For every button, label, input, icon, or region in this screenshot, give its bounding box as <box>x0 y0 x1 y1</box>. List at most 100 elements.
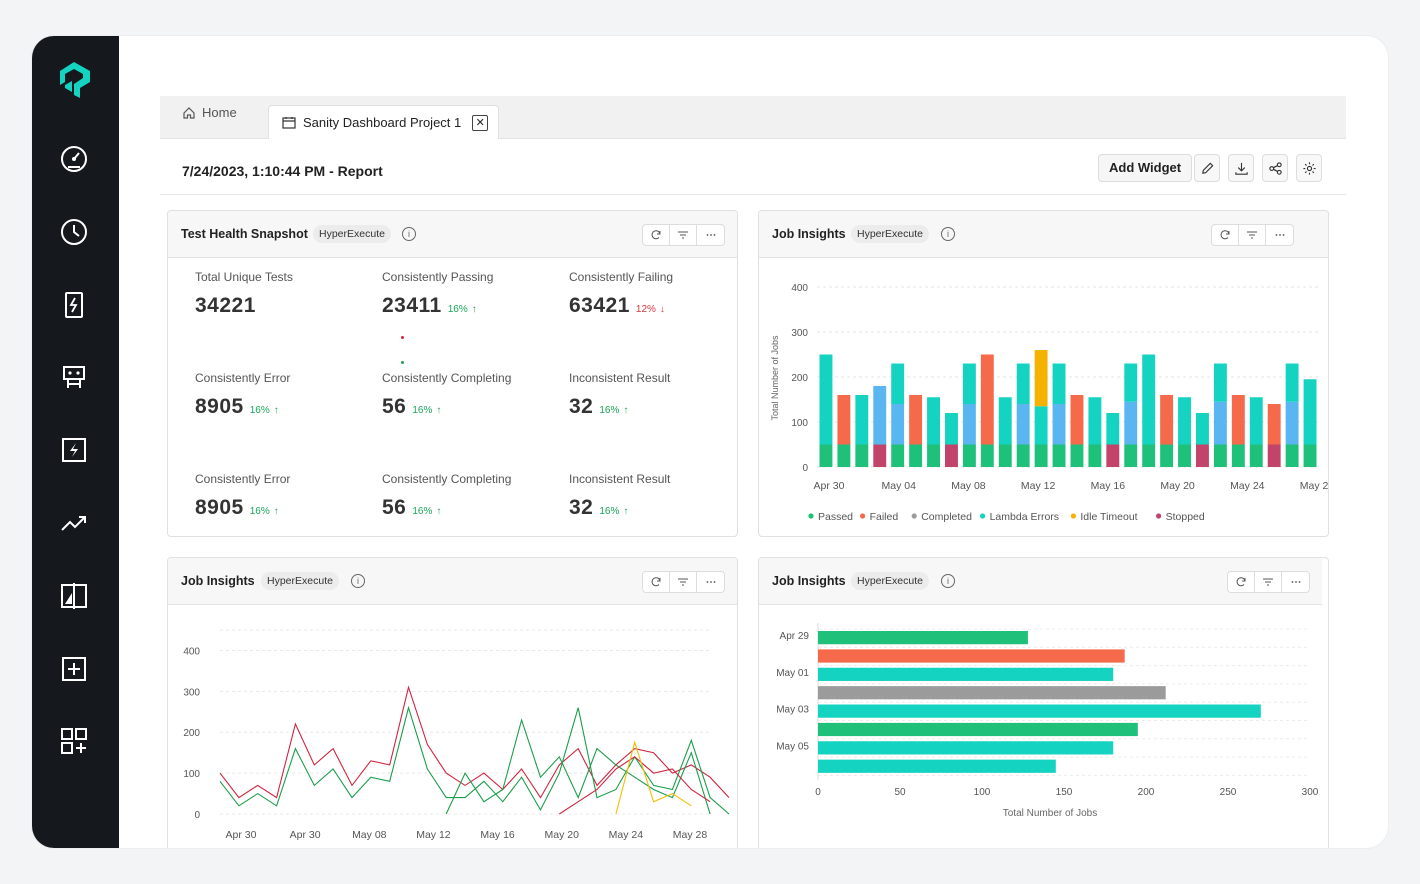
refresh-button[interactable] <box>1228 572 1255 592</box>
widget-test-health: Test Health Snapshot HyperExecute i Tota… <box>167 210 738 537</box>
refresh-icon <box>651 230 661 240</box>
stat-card: Inconsistent Result 32 16% ↑ <box>569 472 670 520</box>
tab-close-button[interactable]: ✕ <box>472 114 489 131</box>
stat-dot-red <box>401 336 404 339</box>
bar-segment <box>1070 395 1084 445</box>
bar-segment <box>1088 397 1102 445</box>
more-icon <box>706 581 715 583</box>
refresh-button[interactable] <box>643 572 670 592</box>
sidebar-item-visual[interactable] <box>54 576 94 616</box>
stat-value: 34221 <box>195 294 293 318</box>
refresh-icon <box>1220 230 1230 240</box>
x-tick-label: Apr 30 <box>290 829 321 841</box>
stacked-bar-chart: 0 100 200 300 400 Total Number of Jobs Apr 30 M… <box>770 283 1328 523</box>
info-icon[interactable]: i <box>351 574 365 588</box>
bar-segment <box>1016 363 1030 404</box>
y-tick-label: 0 <box>802 463 808 474</box>
sidebar <box>32 36 119 848</box>
series-line-yellow <box>615 740 692 815</box>
bar-segment <box>1160 395 1174 445</box>
bar-segment <box>1178 397 1191 445</box>
bar-segment <box>1196 444 1209 467</box>
settings-button[interactable] <box>1296 154 1322 182</box>
bar-segment <box>1196 413 1209 445</box>
arrow-up-icon: ↑ <box>436 405 442 416</box>
sidebar-item-hyperexecute[interactable] <box>54 357 94 397</box>
bar-segment <box>962 404 976 445</box>
more-button[interactable] <box>697 225 724 245</box>
stat-card: Consistently Failing 63421 12% ↓ <box>569 270 673 318</box>
widget-badge: HyperExecute <box>851 572 929 590</box>
sidebar-item-add[interactable] <box>54 649 94 689</box>
app-logo-icon[interactable] <box>52 58 96 102</box>
share-button[interactable] <box>1262 154 1288 182</box>
stat-dot-green <box>401 361 404 364</box>
sidebar-item-automation[interactable] <box>54 285 94 325</box>
arrow-up-icon: ↑ <box>623 405 629 416</box>
y-tick-label: May 03 <box>776 705 809 716</box>
filter-button[interactable] <box>670 572 697 592</box>
stat-value: 23411 16% ↑ <box>382 294 493 318</box>
more-button[interactable] <box>1282 572 1309 592</box>
edit-button[interactable] <box>1194 154 1220 182</box>
stat-number: 56 <box>382 395 407 418</box>
tab-sanity-dashboard[interactable]: Sanity Dashboard Project 1 ✕ <box>268 105 500 139</box>
bar-segment <box>962 444 976 467</box>
sidebar-item-analytics[interactable] <box>54 503 94 543</box>
stat-label: Inconsistent Result <box>569 371 671 385</box>
bar-segment <box>837 444 851 467</box>
stat-value: 63421 12% ↓ <box>569 294 673 318</box>
more-button[interactable] <box>1266 225 1293 245</box>
legend-label: Failed <box>870 511 899 523</box>
widget-title: Job Insights <box>772 574 846 588</box>
device-bolt-icon <box>65 292 83 318</box>
refresh-button[interactable] <box>1212 225 1239 245</box>
x-tick-label: 150 <box>1056 787 1073 798</box>
sidebar-item-dashboard[interactable] <box>54 139 94 179</box>
bar-segment <box>1267 444 1281 467</box>
more-button[interactable] <box>697 572 724 592</box>
sidebar-item-history[interactable] <box>54 212 94 252</box>
x-tick-label: 250 <box>1220 787 1237 798</box>
series-line-red <box>219 685 730 799</box>
info-icon[interactable]: i <box>402 227 416 241</box>
widget-job-insights-bar: Job Insights HyperExecute i 0 100 200 300 40… <box>758 210 1329 537</box>
bar-segment <box>1070 444 1084 467</box>
bar-segment <box>891 363 905 404</box>
y-tick-label: 100 <box>183 769 200 780</box>
bar-segment <box>1142 354 1156 445</box>
stat-label: Consistently Error <box>195 371 291 385</box>
add-widget-button[interactable]: Add Widget <box>1098 154 1193 182</box>
widget-title: Job Insights <box>181 574 255 588</box>
filter-button[interactable] <box>1255 572 1282 592</box>
tab-bar: Home Sanity Dashboard Project 1 ✕ <box>160 96 1346 139</box>
bar-segment <box>1052 363 1066 404</box>
filter-button[interactable] <box>1239 225 1266 245</box>
filter-button[interactable] <box>670 225 697 245</box>
tab-home[interactable]: Home <box>182 105 237 120</box>
stat-number: 63421 <box>569 294 630 317</box>
bar-segment <box>1124 401 1138 445</box>
stat-number: 8905 <box>195 496 244 519</box>
info-icon[interactable]: i <box>941 574 955 588</box>
bar-segment <box>1213 363 1227 402</box>
download-button[interactable] <box>1228 154 1254 182</box>
arrow-down-icon: ↓ <box>659 304 665 315</box>
info-icon[interactable]: i <box>941 227 955 241</box>
y-tick-label: 200 <box>183 728 200 739</box>
bar-segment <box>998 397 1012 445</box>
stat-value: 56 16% ↑ <box>382 395 511 419</box>
y-tick-label: 0 <box>194 810 200 821</box>
widget-title: Test Health Snapshot <box>181 227 308 241</box>
bar-segment <box>1052 444 1066 467</box>
hbar <box>818 759 1056 773</box>
sidebar-item-realtime[interactable] <box>54 430 94 470</box>
x-tick-label: Apr 30 <box>814 480 845 492</box>
hbar <box>818 649 1125 663</box>
refresh-button[interactable] <box>643 225 670 245</box>
legend-dot <box>1156 513 1162 519</box>
y-tick-label: 100 <box>791 418 808 429</box>
sidebar-item-widgets[interactable] <box>54 721 94 761</box>
widget-toolbar <box>642 571 725 593</box>
stat-label: Total Unique Tests <box>195 270 293 284</box>
